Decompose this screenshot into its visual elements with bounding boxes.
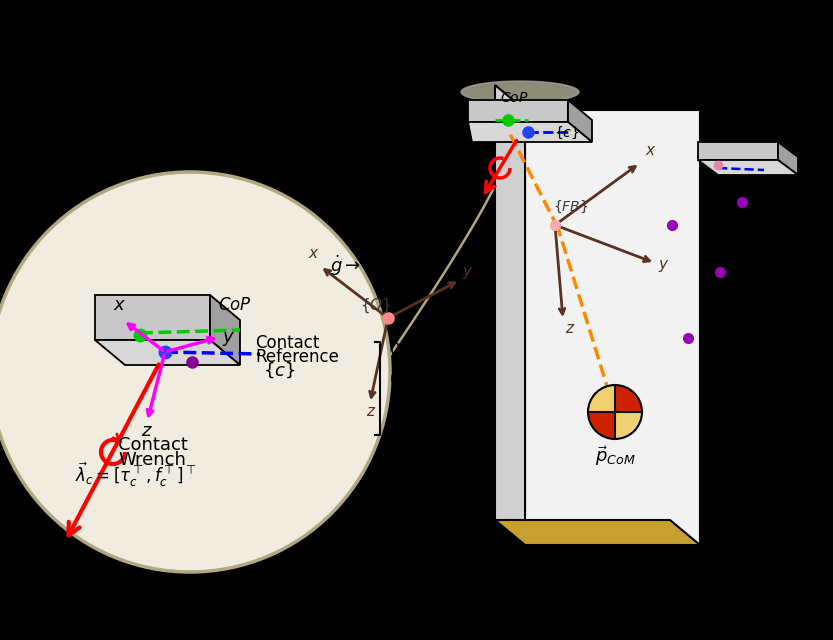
Text: Contact: Contact [118,436,188,454]
Text: $x$: $x$ [645,143,656,158]
Circle shape [0,172,390,572]
Wedge shape [615,412,642,439]
Polygon shape [210,295,240,365]
Polygon shape [495,520,700,545]
Polygon shape [568,100,592,142]
Text: $\vec{p}_{CoM}$: $\vec{p}_{CoM}$ [595,444,636,468]
Text: Reference: Reference [255,348,339,366]
Text: $x$: $x$ [113,296,127,314]
Polygon shape [495,85,525,545]
Text: $\{FB\}$: $\{FB\}$ [553,199,588,215]
Text: $CoP$: $CoP$ [500,91,528,105]
Text: $\vec{\lambda}_c$: $\vec{\lambda}_c$ [458,180,477,207]
Text: $z$: $z$ [141,422,152,440]
Wedge shape [588,385,615,412]
Polygon shape [698,160,798,175]
Polygon shape [468,100,568,122]
Text: $-g$: $-g$ [385,406,411,424]
Text: $x$: $x$ [308,246,320,261]
Text: $y$: $y$ [658,258,670,274]
Text: Contact: Contact [255,334,319,352]
Text: $\dot{g} \rightarrow$: $\dot{g} \rightarrow$ [330,253,361,278]
Text: $CoP$: $CoP$ [218,296,252,314]
Text: $y$: $y$ [462,265,474,281]
Polygon shape [778,142,798,175]
Text: $y$: $y$ [222,330,235,348]
Text: $\{c\}$: $\{c\}$ [554,125,580,141]
Text: $\{O\}$: $\{O\}$ [360,297,392,316]
Text: $z$: $z$ [366,404,377,419]
Polygon shape [525,110,700,545]
Text: $\vec{\lambda}_c = [\tau_c^\top, f_c^\top]^\top$: $\vec{\lambda}_c = [\tau_c^\top, f_c^\to… [75,461,197,489]
Polygon shape [95,295,210,340]
Polygon shape [95,340,240,365]
Text: $\{c\}$: $\{c\}$ [263,361,296,380]
Ellipse shape [461,81,579,103]
Circle shape [588,385,642,439]
Text: $z$: $z$ [565,321,576,336]
Polygon shape [698,142,778,160]
Text: $0$: $0$ [389,341,401,359]
Text: Wrench: Wrench [118,451,186,469]
Text: $0$: $0$ [389,371,401,389]
Polygon shape [468,122,592,142]
